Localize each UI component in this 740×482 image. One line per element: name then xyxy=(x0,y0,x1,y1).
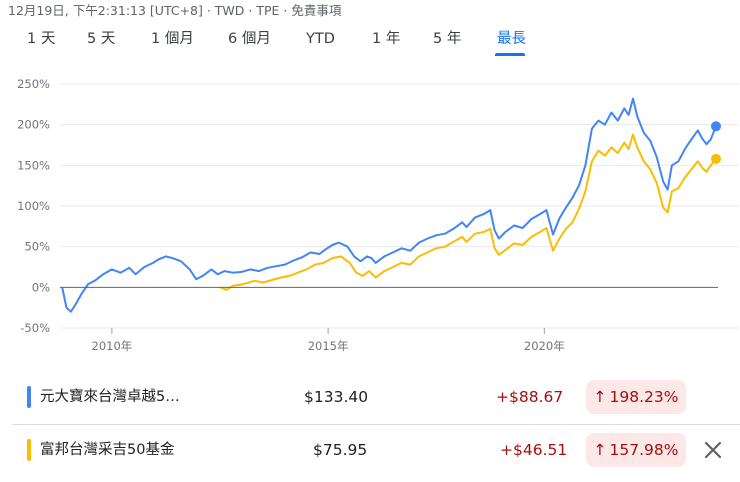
series-color-swatch xyxy=(27,439,31,461)
y-tick-label: -50% xyxy=(20,321,50,335)
y-tick-label: 50% xyxy=(24,240,50,254)
tab-1-year[interactable]: 1 年 xyxy=(372,31,401,47)
series-end-dot-1 xyxy=(711,121,721,132)
x-tick-label: 2010年 xyxy=(92,339,133,353)
tab-1-day[interactable]: 1 天 xyxy=(27,31,56,47)
fund-name: 元大寶來台灣卓越5… xyxy=(40,389,180,405)
y-tick-label: 0% xyxy=(32,280,50,294)
tab-max[interactable]: 最長 xyxy=(497,31,526,47)
fund-price: $75.95 xyxy=(313,441,368,459)
fund-row-2[interactable]: 富邦台灣采吉50基金 $75.95 +$46.51 ↑ 157.98% xyxy=(0,425,740,475)
fund-change: +$88.67 xyxy=(496,388,564,406)
x-tick-label: 2015年 xyxy=(308,339,349,353)
series-line-1 xyxy=(61,97,717,313)
x-tick-label: 2020年 xyxy=(524,339,565,353)
series-line-2 xyxy=(219,133,717,291)
tab-1-month[interactable]: 1 個月 xyxy=(151,31,194,47)
series-end-dot-2 xyxy=(711,153,721,164)
change-percent-badge: ↑ 198.23% xyxy=(586,380,686,414)
arrow-up-icon: ↑ xyxy=(593,388,607,406)
fund-name: 富邦台灣采吉50基金 xyxy=(40,442,175,458)
close-icon[interactable] xyxy=(700,437,726,463)
time-range-tabs: 1 天 5 天 1 個月 6 個月 YTD 1 年 5 年 最長 xyxy=(0,28,740,58)
series-color-swatch xyxy=(27,386,31,408)
tab-5-year[interactable]: 5 年 xyxy=(433,31,462,47)
tab-6-month[interactable]: 6 個月 xyxy=(228,31,271,47)
row-divider xyxy=(12,424,740,425)
tab-5-day[interactable]: 5 天 xyxy=(87,31,116,47)
change-percent-value: 198.23% xyxy=(609,388,679,406)
tab-ytd[interactable]: YTD xyxy=(306,31,335,47)
y-tick-label: 200% xyxy=(17,118,50,132)
active-tab-indicator xyxy=(495,53,525,56)
fund-change: +$46.51 xyxy=(500,441,568,459)
quote-meta-info: 12月19日, 下午2:31:13 [UTC+8] · TWD · TPE · … xyxy=(8,3,342,18)
fund-row-1[interactable]: 元大寶來台灣卓越5… $133.40 +$88.67 ↑ 198.23% xyxy=(0,372,740,422)
arrow-up-icon: ↑ xyxy=(593,441,607,459)
change-percent-badge: ↑ 157.98% xyxy=(586,433,686,467)
fund-price: $133.40 xyxy=(304,388,369,406)
price-comparison-chart: 250% 200% 150% 100% 50% 0% -50% 2010年 2015年 2020年 xyxy=(17,77,738,353)
y-tick-label: 250% xyxy=(17,77,50,91)
y-tick-label: 150% xyxy=(17,158,50,172)
change-percent-value: 157.98% xyxy=(609,441,679,459)
y-tick-label: 100% xyxy=(17,199,50,213)
